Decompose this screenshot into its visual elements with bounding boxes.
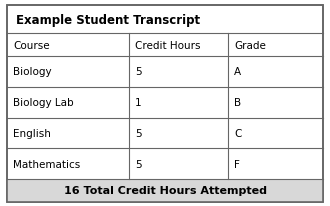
Text: B: B [234,98,242,108]
Text: Grade: Grade [234,40,266,50]
Text: Mathematics: Mathematics [13,159,81,169]
Text: 5: 5 [135,128,142,138]
Bar [7,179,323,202]
Text: Credit Hours: Credit Hours [135,40,201,50]
Text: F: F [234,159,240,169]
Text: Course: Course [13,40,50,50]
Text: 1: 1 [135,98,142,108]
Text: 5: 5 [135,67,142,77]
Text: 5: 5 [135,159,142,169]
Text: C: C [234,128,242,138]
Text: English: English [13,128,51,138]
Text: Example Student Transcript: Example Student Transcript [16,14,201,27]
Text: Biology: Biology [13,67,52,77]
Text: A: A [234,67,242,77]
Text: 16 Total Credit Hours Attempted: 16 Total Credit Hours Attempted [63,186,267,195]
Text: Biology Lab: Biology Lab [13,98,74,108]
